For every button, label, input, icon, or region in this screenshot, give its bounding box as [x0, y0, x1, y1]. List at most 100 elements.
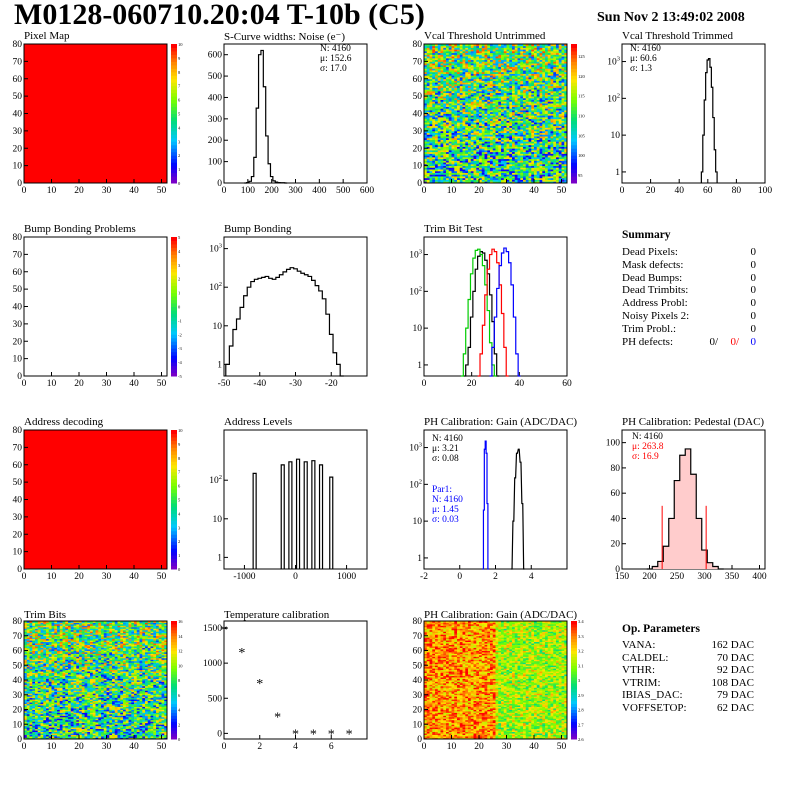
y-tick-label: 20	[611, 540, 621, 550]
x-tick-label: 30	[102, 379, 112, 389]
color-scale-band	[171, 138, 177, 142]
color-scale-band	[571, 169, 577, 173]
color-scale-label: -3	[178, 346, 182, 351]
color-scale-label: 100	[578, 153, 586, 158]
color-scale-band	[171, 58, 177, 62]
y-tick-label: 60	[413, 75, 423, 85]
color-scale-band	[171, 103, 177, 107]
color-scale-label: 8	[178, 70, 181, 75]
address-level-peak	[289, 462, 292, 569]
y-tick-label: 600	[208, 51, 223, 61]
color-scale-band	[171, 444, 177, 448]
stat-entries: N: 4160	[320, 44, 351, 54]
heatmap-fill	[24, 44, 167, 183]
color-scale-label: 6	[178, 484, 181, 489]
y-tick-label: 102	[209, 474, 222, 486]
color-scale-band	[171, 72, 177, 76]
y-tick-label: 102	[607, 92, 620, 104]
color-scale-band	[171, 486, 177, 490]
color-scale-label: 1	[178, 167, 180, 172]
color-scale-band	[171, 369, 177, 373]
y-tick-label: 102	[409, 285, 422, 297]
x-tick-label: 300	[697, 572, 712, 582]
address-level-peak	[297, 459, 300, 569]
color-scale-band	[171, 472, 177, 476]
color-scale-band	[171, 155, 177, 159]
color-scale-band	[171, 324, 177, 328]
y-tick-label: 80	[13, 426, 23, 436]
stat-mean: μ: 263.8	[632, 442, 663, 452]
color-scale-band	[171, 433, 177, 437]
color-scale-band	[171, 482, 177, 486]
y-tick-label: 40	[611, 514, 621, 524]
color-scale-band	[171, 127, 177, 131]
x-tick-label: 60	[703, 186, 713, 196]
color-scale	[171, 430, 177, 570]
panel-title: PH Calibration: Pedestal (DAC)	[622, 416, 764, 428]
color-scale-band	[571, 145, 577, 149]
color-scale-label: 10	[178, 428, 183, 433]
color-scale-band	[571, 127, 577, 131]
color-scale-band	[171, 437, 177, 441]
color-scale-band	[171, 141, 177, 145]
x-tick-label: 1000	[337, 572, 356, 582]
x-tick-label: 400	[752, 572, 767, 582]
y-tick-label: 1	[217, 360, 222, 370]
y-tick-label: 60	[13, 75, 23, 85]
color-scale-label: 2	[178, 153, 180, 158]
x-tick-label: 10	[47, 572, 57, 582]
color-scale-band	[171, 162, 177, 166]
stat-sigma: σ: 0.08	[432, 454, 463, 464]
stat-mean: μ: 60.6	[630, 54, 661, 64]
y-tick-label: 500	[208, 72, 223, 82]
panel-title: Pixel Map	[24, 30, 70, 42]
color-scale-band	[171, 258, 177, 262]
x-tick-label: 30	[502, 186, 512, 196]
x-tick-label: 100	[758, 186, 773, 196]
y-tick-label: 102	[409, 478, 422, 490]
color-scale-band	[571, 89, 577, 93]
color-scale-band	[571, 159, 577, 163]
y-tick-label: 0	[17, 179, 22, 189]
summary-label: Trim Probl.:	[622, 323, 751, 336]
color-scale-band	[171, 134, 177, 138]
color-scale-label: 115	[578, 94, 585, 99]
color-scale-band	[571, 131, 577, 135]
y-tick-label: 70	[13, 57, 23, 67]
color-scale-band	[171, 100, 177, 104]
color-scale-label: 4	[178, 249, 181, 254]
color-scale-band	[171, 110, 177, 114]
color-scale-band	[171, 169, 177, 173]
x-tick-label: 0	[222, 186, 227, 196]
y-tick-label: 80	[611, 464, 621, 474]
color-scale-band	[571, 120, 577, 124]
y-tick-label: 80	[13, 233, 23, 243]
color-scale-band	[171, 341, 177, 345]
color-scale-band	[571, 61, 577, 65]
y-tick-label: 20	[13, 530, 23, 540]
hist-line-black	[511, 449, 524, 569]
color-scale-band	[571, 148, 577, 152]
x-tick-label: 20	[74, 186, 84, 196]
summary-row: Dead Trimbits:0	[622, 284, 756, 297]
color-scale-band	[171, 500, 177, 504]
x-tick-label: 50	[557, 186, 567, 196]
color-scale-band	[571, 58, 577, 62]
color-scale-label: 3	[178, 139, 181, 144]
color-scale-band	[171, 286, 177, 290]
x-tick-label: 20	[74, 379, 84, 389]
x-tick-label: 40	[129, 186, 139, 196]
address-level-peak	[320, 465, 323, 569]
color-scale-band	[571, 176, 577, 180]
color-scale-band	[171, 520, 177, 524]
color-scale-band	[571, 47, 577, 51]
color-scale-band	[171, 237, 177, 241]
color-scale-band	[171, 61, 177, 65]
